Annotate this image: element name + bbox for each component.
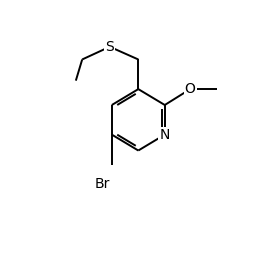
Text: N: N xyxy=(159,128,170,142)
Text: S: S xyxy=(105,40,114,54)
Text: Br: Br xyxy=(95,177,110,191)
Text: O: O xyxy=(185,82,196,96)
